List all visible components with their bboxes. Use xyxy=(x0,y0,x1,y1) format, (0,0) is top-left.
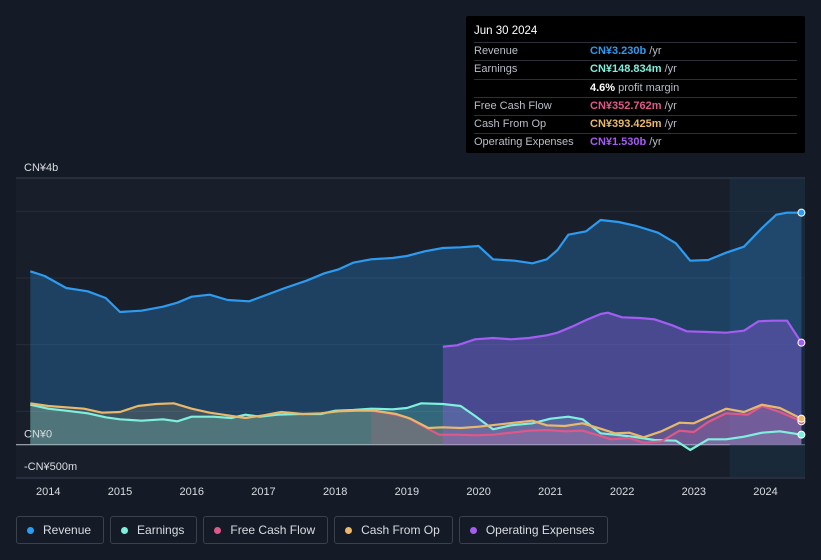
revenue-end-marker xyxy=(797,208,806,217)
tooltip-row: Cash From Op CN¥393.425m/yr xyxy=(474,115,797,133)
revenue-line xyxy=(29,211,802,314)
end-markers xyxy=(797,208,806,439)
tooltip-row-unit: /yr xyxy=(664,63,677,76)
tooltip-row: Free Cash Flow CN¥352.762m/yr xyxy=(474,96,797,115)
earnings-line xyxy=(30,402,802,452)
legend-dot-icon xyxy=(214,526,222,534)
cash-from-op-end-marker xyxy=(797,414,806,423)
legend-item-cash-from-op[interactable]: Cash From Op xyxy=(334,516,453,544)
plot-background xyxy=(16,178,805,478)
x-tick-label: 2020 xyxy=(466,486,490,498)
tooltip-date: Jun 30 2024 xyxy=(474,25,538,37)
legend-label: Revenue xyxy=(43,523,92,537)
tooltip-row-value: CN¥148.834m xyxy=(590,63,662,76)
tooltip-row-label: Revenue xyxy=(474,45,519,57)
operating-expenses-area xyxy=(442,312,802,445)
legend-dot-icon xyxy=(121,526,129,534)
tooltip-row-unit: /yr xyxy=(664,118,677,131)
legend-item-revenue[interactable]: Revenue xyxy=(16,516,105,544)
legend-item-free-cash-flow[interactable]: Free Cash Flow xyxy=(203,516,329,544)
tooltip-row-value: CN¥1.530b xyxy=(590,136,647,149)
x-tick-label: 2021 xyxy=(538,486,562,498)
earnings-end-marker xyxy=(797,430,806,439)
tooltip-row-value: CN¥393.425m xyxy=(590,118,662,131)
tooltip-row-unit: /yr xyxy=(664,99,677,112)
legend-dot-icon xyxy=(345,526,353,534)
x-tick-label: 2015 xyxy=(108,486,132,498)
tooltip-rows: Revenue CN¥3.230b/yr Earnings CN¥148.834m/y… xyxy=(474,42,797,152)
tooltip-row: Earnings CN¥148.834m/yr xyxy=(474,60,797,78)
legend-label: Cash From Op xyxy=(361,523,440,537)
legend-dot-icon xyxy=(27,526,34,534)
legend-dot-icon xyxy=(469,526,477,534)
tooltip-panel: Jun 30 2024 Revenue CN¥3.230b/yr Earnings C… xyxy=(466,16,805,153)
series-lines xyxy=(29,211,803,452)
tooltip-row-unit: /yr xyxy=(649,136,662,149)
tooltip-row-label: Earnings xyxy=(474,63,518,76)
legend-label: Operating Expenses xyxy=(485,523,595,537)
free-cash-flow-line xyxy=(370,404,802,444)
x-tick-label: 2024 xyxy=(753,486,777,498)
tooltip-row-value: CN¥3.230b xyxy=(590,45,647,57)
tooltip-row-value: 4.6% xyxy=(590,81,616,94)
legend-item-operating-expenses[interactable]: Operating Expenses xyxy=(458,516,608,544)
y-tick-label: -CN¥500m xyxy=(24,461,77,473)
x-tick-label: 2014 xyxy=(36,486,60,498)
free-cash-flow-area xyxy=(371,406,802,445)
operating-expenses-end-marker xyxy=(797,338,806,347)
revenue-area xyxy=(30,212,802,445)
grid xyxy=(16,177,805,479)
x-tick-label: 2022 xyxy=(610,486,634,498)
y-tick-label: CN¥0 xyxy=(24,429,52,441)
x-tick-label: 2023 xyxy=(682,486,706,498)
tooltip-row-unit: /yr xyxy=(649,45,662,57)
tooltip-row-label: Cash From Op xyxy=(474,118,547,131)
x-tick-label: 2018 xyxy=(323,486,347,498)
x-tick-label: 2016 xyxy=(179,486,203,498)
tooltip-row-label: Free Cash Flow xyxy=(474,99,552,112)
x-tick-label: 2017 xyxy=(251,486,275,498)
legend: Revenue Earnings Free Cash Flow Cash From O… xyxy=(16,516,614,546)
y-tick-label: CN¥4b xyxy=(24,162,58,174)
x-axis: 2014 2015 2016 2017 2018 2019 2020 2021 2022 2023… xyxy=(36,486,778,498)
tooltip-row: 4.6% profit margin xyxy=(474,78,797,97)
legend-label: Earnings xyxy=(137,523,185,537)
legend-item-earnings[interactable]: Earnings xyxy=(110,516,198,544)
tooltip-row-label: Operating Expenses xyxy=(474,136,574,149)
cash-from-op-line xyxy=(30,402,802,439)
operating-expenses-line xyxy=(442,311,803,348)
x-tick-label: 2019 xyxy=(395,486,419,498)
y-axis: CN¥4b CN¥0 -CN¥500m xyxy=(24,162,77,473)
tooltip-row: Operating Expenses CN¥1.530b/yr xyxy=(474,133,797,151)
legend-label: Free Cash Flow xyxy=(230,523,316,537)
tooltip-row: Revenue CN¥3.230b/yr xyxy=(474,42,797,60)
tooltip-row-value: CN¥352.762m xyxy=(590,99,662,112)
tooltip-row-label xyxy=(474,80,590,97)
tooltip-row-unit: profit margin xyxy=(618,81,680,94)
